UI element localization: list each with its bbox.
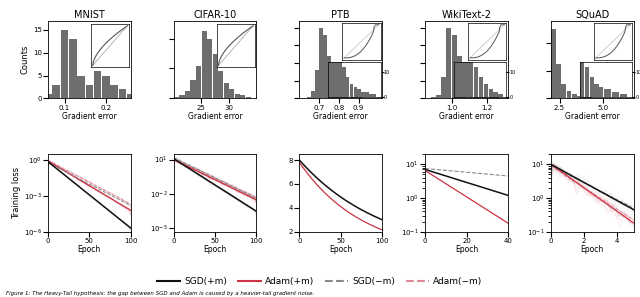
Bar	[447, 28, 451, 98]
Bar	[588, 97, 592, 98]
Title: SQuAD: SQuAD	[575, 10, 609, 20]
Bar	[489, 96, 493, 98]
Bar	[229, 89, 234, 98]
Bar	[572, 94, 577, 98]
Bar	[431, 97, 435, 98]
Bar	[483, 95, 488, 98]
Bar	[223, 83, 228, 98]
Title: WikiText-2: WikiText-2	[442, 10, 492, 20]
Bar	[327, 56, 331, 98]
Bar	[561, 84, 566, 98]
Bar	[462, 74, 467, 98]
Bar	[235, 94, 239, 98]
Text: Figure 1: The Heavy-Tail hypothesis: the gap between SGD and Adam is caused by a: Figure 1: The Heavy-Tail hypothesis: the…	[6, 290, 315, 296]
Bar	[452, 35, 456, 98]
Bar	[339, 91, 342, 98]
X-axis label: Gradient error: Gradient error	[314, 112, 368, 121]
Bar	[343, 94, 346, 98]
Bar	[436, 95, 441, 98]
X-axis label: Gradient error: Gradient error	[565, 112, 620, 121]
Bar	[246, 97, 251, 98]
X-axis label: Epoch: Epoch	[455, 245, 478, 254]
Bar	[218, 72, 223, 98]
Bar	[118, 89, 126, 98]
Bar	[478, 93, 483, 98]
Bar	[179, 95, 184, 98]
Bar	[77, 75, 85, 98]
Bar	[312, 91, 315, 98]
Bar	[494, 97, 499, 98]
Bar	[319, 28, 323, 98]
Bar	[335, 84, 339, 98]
X-axis label: Epoch: Epoch	[580, 245, 604, 254]
Bar	[174, 97, 179, 98]
Y-axis label: Training loss: Training loss	[12, 167, 21, 219]
X-axis label: Epoch: Epoch	[77, 245, 101, 254]
Title: CIFAR-10: CIFAR-10	[193, 10, 237, 20]
X-axis label: Gradient error: Gradient error	[188, 112, 243, 121]
Bar	[441, 77, 446, 98]
Bar	[94, 71, 101, 98]
Bar	[556, 64, 561, 98]
Bar	[196, 66, 201, 98]
Bar	[347, 96, 351, 98]
Bar	[52, 85, 60, 98]
Bar	[468, 84, 472, 98]
Bar	[110, 85, 118, 98]
Bar	[212, 53, 218, 98]
Bar	[457, 56, 462, 98]
Bar	[127, 94, 134, 98]
Bar	[44, 94, 52, 98]
Bar	[207, 39, 212, 98]
Bar	[307, 97, 311, 98]
Bar	[323, 35, 327, 98]
Bar	[69, 39, 77, 98]
Bar	[358, 97, 362, 98]
Legend: SGD(+m), Adam(+m), SGD(−m), Adam(−m): SGD(+m), Adam(+m), SGD(−m), Adam(−m)	[154, 273, 486, 290]
Title: MNIST: MNIST	[74, 10, 105, 20]
Y-axis label: Counts: Counts	[21, 45, 30, 74]
Bar	[355, 97, 358, 98]
Bar	[185, 91, 190, 98]
Bar	[61, 30, 68, 98]
Bar	[86, 85, 93, 98]
X-axis label: Gradient error: Gradient error	[439, 112, 494, 121]
Bar	[331, 74, 335, 98]
X-axis label: Gradient error: Gradient error	[62, 112, 116, 121]
X-axis label: Epoch: Epoch	[329, 245, 353, 254]
Bar	[582, 97, 587, 98]
Bar	[102, 75, 109, 98]
Bar	[473, 90, 477, 98]
Bar	[191, 80, 196, 98]
Bar	[566, 91, 572, 98]
Bar	[240, 95, 245, 98]
Bar	[551, 29, 556, 98]
X-axis label: Epoch: Epoch	[204, 245, 227, 254]
Bar	[577, 96, 582, 98]
Bar	[316, 70, 319, 98]
Title: PTB: PTB	[332, 10, 350, 20]
Bar	[351, 97, 355, 98]
Bar	[202, 31, 207, 98]
